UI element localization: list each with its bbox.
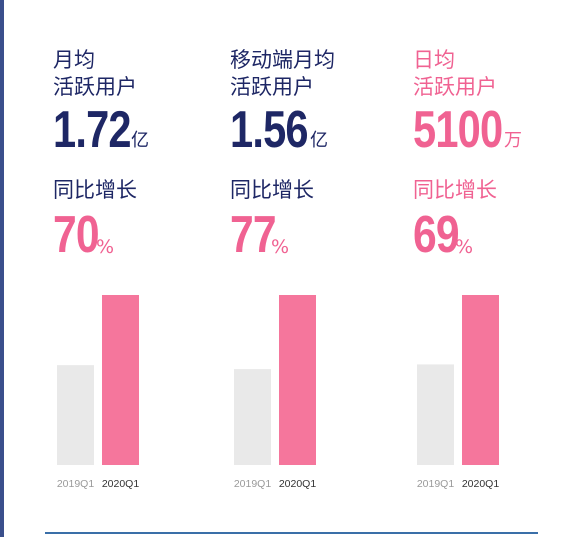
growth-value: 77% bbox=[230, 205, 290, 265]
stat-column-mobile-monthly-active: 移动端月均 活跃用户 1.56 亿 同比增长 77% 2019Q1 2020Q1 bbox=[230, 0, 415, 537]
growth-value: 69% bbox=[413, 205, 473, 265]
growth-label: 同比增长 bbox=[230, 178, 314, 202]
metric-label-line1: 月均 bbox=[53, 48, 95, 72]
bar-2020Q1 bbox=[279, 295, 316, 465]
bar-2019Q1 bbox=[234, 369, 271, 465]
metric-label-line2: 活跃用户 bbox=[230, 75, 314, 99]
growth-number: 77 bbox=[230, 206, 277, 264]
growth-value: 70% bbox=[53, 205, 114, 265]
metric-unit: 亿 bbox=[131, 130, 149, 151]
growth-unit: % bbox=[455, 236, 474, 258]
metric-value: 1.56 亿 bbox=[230, 100, 328, 160]
left-edge-accent bbox=[0, 0, 4, 537]
growth-number: 69 bbox=[413, 206, 460, 264]
stat-column-monthly-active: 月均 活跃用户 1.72 亿 同比增长 70% 2019Q1 2020Q1 bbox=[53, 0, 238, 537]
growth-number: 70 bbox=[53, 206, 100, 264]
tick-label-2020Q1: 2020Q1 bbox=[279, 478, 317, 490]
growth-unit: % bbox=[271, 236, 290, 258]
tick-label-2019Q1: 2019Q1 bbox=[417, 478, 455, 490]
growth-label: 同比增长 bbox=[53, 178, 137, 202]
bar-chart-monthly-active: 2019Q1 2020Q1 bbox=[57, 295, 140, 490]
metric-number: 1.72 bbox=[53, 101, 132, 159]
metric-unit: 万 bbox=[504, 130, 522, 151]
bottom-divider bbox=[45, 532, 538, 534]
growth-label: 同比增长 bbox=[413, 178, 497, 202]
tick-label-2019Q1: 2019Q1 bbox=[57, 478, 95, 490]
bar-2019Q1 bbox=[417, 364, 454, 465]
metric-number: 1.56 bbox=[230, 101, 309, 159]
tick-label-2020Q1: 2020Q1 bbox=[102, 478, 140, 490]
metric-unit: 亿 bbox=[310, 130, 328, 151]
metric-label-line1: 日均 bbox=[413, 48, 455, 72]
metric-label-line1: 移动端月均 bbox=[230, 48, 335, 72]
tick-label-2020Q1: 2020Q1 bbox=[462, 478, 500, 490]
metric-value: 5100 万 bbox=[413, 100, 525, 160]
bar-2019Q1 bbox=[57, 365, 94, 465]
metric-number: 5100 bbox=[413, 101, 503, 159]
metric-label-line2: 活跃用户 bbox=[413, 75, 497, 99]
bar-chart-mobile-monthly-active: 2019Q1 2020Q1 bbox=[234, 295, 317, 490]
stat-column-daily-active: 日均 活跃用户 5100 万 同比增长 69% 2019Q1 2020Q1 bbox=[413, 0, 588, 537]
bar-2020Q1 bbox=[102, 295, 139, 465]
metric-label-line2: 活跃用户 bbox=[53, 75, 137, 99]
tick-label-2019Q1: 2019Q1 bbox=[234, 478, 272, 490]
growth-unit: % bbox=[96, 236, 115, 258]
bar-chart-daily-active: 2019Q1 2020Q1 bbox=[417, 295, 500, 490]
metric-value: 1.72 亿 bbox=[53, 100, 150, 160]
bar-2020Q1 bbox=[462, 295, 499, 465]
